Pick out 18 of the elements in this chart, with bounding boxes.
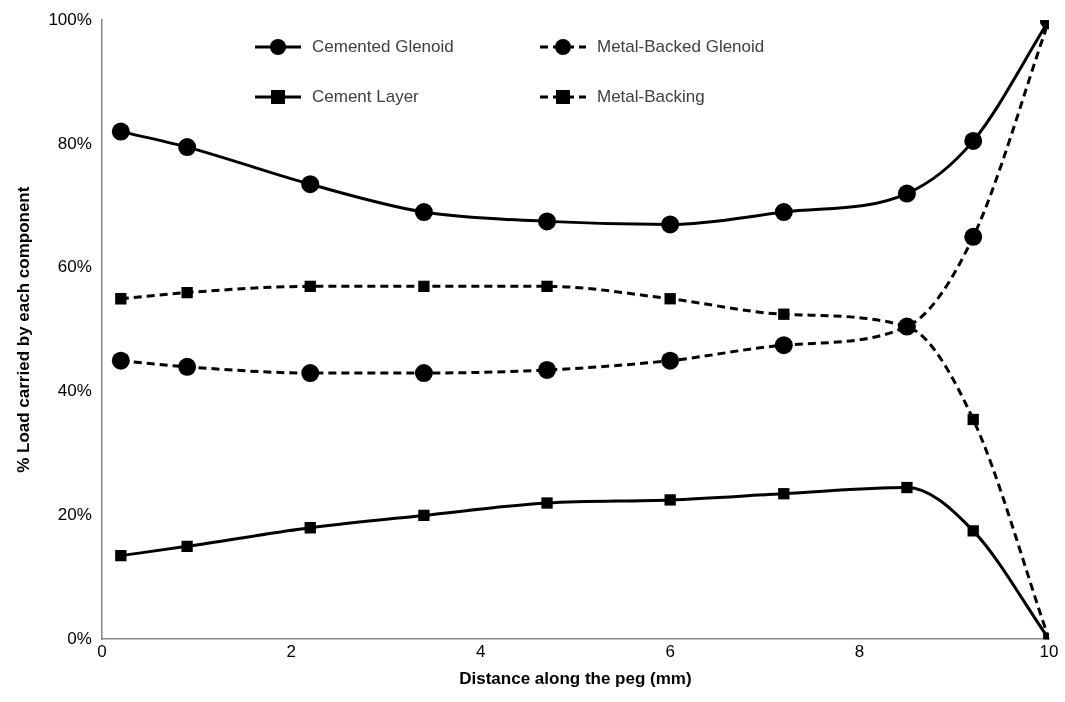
legend-label: Cement Layer xyxy=(312,86,420,106)
x-tick-label: 10 xyxy=(1039,642,1059,662)
x-axis-title: Distance along the peg (mm) xyxy=(459,669,692,689)
y-tick-label: 40% xyxy=(57,381,92,401)
y-tick-label: 20% xyxy=(57,505,92,525)
x-tick-label: 8 xyxy=(854,642,865,662)
legend-label: Metal-Backed Glenoid xyxy=(597,36,765,56)
y-tick-label: 80% xyxy=(57,133,92,153)
y-tick-label: 100% xyxy=(48,9,92,29)
x-tick-label: 2 xyxy=(286,642,297,662)
y-axis-title: % Load carried by each component xyxy=(13,186,33,473)
legend-label: Cemented Glenoid xyxy=(312,36,454,56)
x-tick-label: 4 xyxy=(475,642,486,662)
y-tick-label: 0% xyxy=(67,628,92,648)
x-tick-label: 0 xyxy=(97,642,107,662)
legend-label: Metal-Backing xyxy=(597,86,705,106)
x-tick-label: 6 xyxy=(665,642,675,662)
y-tick-label: 60% xyxy=(57,257,92,277)
